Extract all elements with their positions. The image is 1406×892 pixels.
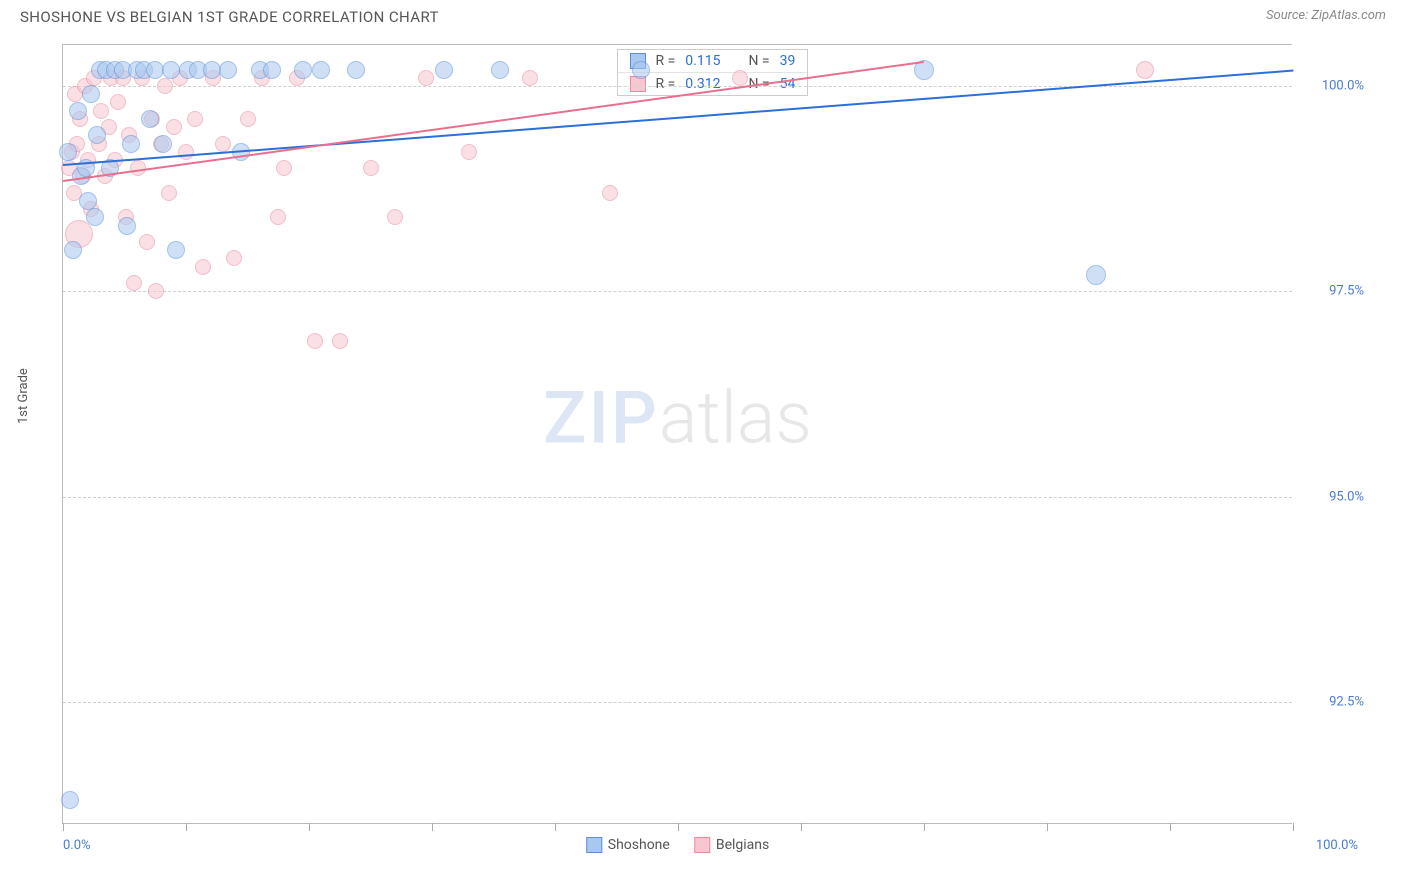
legend-label-belgians: Belgians — [716, 837, 769, 853]
x-tick — [678, 823, 679, 831]
legend-item-shoshone: Shoshone — [586, 837, 670, 853]
x-axis-min-label: 0.0% — [63, 838, 91, 853]
x-tick — [555, 823, 556, 831]
scatter-point — [161, 185, 177, 201]
scatter-point — [59, 143, 77, 161]
scatter-point — [110, 94, 126, 110]
legend-item-belgians: Belgians — [694, 837, 769, 853]
x-tick — [432, 823, 433, 831]
scatter-point — [162, 61, 180, 79]
scatter-point — [187, 111, 203, 127]
plot-area: ZIPatlas R =0.115N =39R =0.312N =54 Shos… — [62, 44, 1292, 824]
y-tick-label: 100.0% — [1300, 79, 1364, 94]
scatter-point — [307, 333, 323, 349]
scatter-point — [522, 70, 538, 86]
stats-r-label: R = — [656, 76, 676, 92]
scatter-point — [69, 102, 87, 120]
chart-wrap: 1st Grade ZIPatlas R =0.115N =39R =0.312… — [20, 36, 1386, 872]
scatter-point — [226, 250, 242, 266]
gridline-h — [63, 291, 1292, 292]
stats-r-label: R = — [656, 53, 676, 69]
scatter-point — [312, 61, 330, 79]
scatter-point — [491, 61, 509, 79]
watermark: ZIPatlas — [543, 376, 812, 461]
scatter-point — [148, 283, 164, 299]
legend-swatch-shoshone — [586, 837, 602, 853]
stats-n-label: N = — [748, 53, 769, 69]
scatter-point — [64, 241, 82, 259]
scatter-point — [363, 160, 379, 176]
scatter-point — [178, 144, 194, 160]
scatter-point — [219, 61, 237, 79]
chart-header: SHOSHONE VS BELGIAN 1ST GRADE CORRELATIO… — [0, 0, 1406, 30]
scatter-point — [157, 78, 173, 94]
gridline-h — [63, 86, 1292, 87]
scatter-point — [166, 119, 182, 135]
scatter-point — [154, 135, 172, 153]
watermark-part-a: ZIP — [543, 376, 659, 461]
x-tick — [1170, 823, 1171, 831]
x-tick — [924, 823, 925, 831]
x-tick — [309, 823, 310, 831]
scatter-point — [122, 135, 140, 153]
scatter-point — [86, 208, 104, 226]
scatter-point — [270, 209, 286, 225]
scatter-point — [276, 160, 292, 176]
scatter-point — [435, 61, 453, 79]
legend: Shoshone Belgians — [586, 837, 769, 853]
x-axis-max-label: 100.0% — [1316, 838, 1358, 853]
scatter-point — [347, 61, 365, 79]
stats-n-value: 39 — [780, 53, 796, 69]
scatter-point — [602, 185, 618, 201]
x-tick — [1293, 823, 1294, 831]
scatter-point — [294, 61, 312, 79]
scatter-point — [167, 241, 185, 259]
scatter-point — [461, 144, 477, 160]
y-tick-label: 97.5% — [1300, 284, 1364, 299]
scatter-point — [332, 333, 348, 349]
gridline-h — [63, 702, 1292, 703]
x-tick — [1047, 823, 1048, 831]
legend-swatch-belgians — [694, 837, 710, 853]
x-tick — [63, 823, 64, 831]
y-axis-label: 1st Grade — [16, 368, 31, 424]
y-tick-label: 95.0% — [1300, 489, 1364, 504]
scatter-point — [126, 275, 142, 291]
scatter-point — [418, 70, 434, 86]
scatter-point — [263, 61, 281, 79]
scatter-point — [82, 85, 100, 103]
gridline-h — [63, 497, 1292, 498]
legend-label-shoshone: Shoshone — [608, 837, 670, 853]
scatter-point — [118, 217, 136, 235]
scatter-point — [93, 103, 109, 119]
scatter-point — [732, 70, 748, 86]
scatter-point — [88, 126, 106, 144]
scatter-point — [79, 192, 97, 210]
scatter-point — [632, 61, 650, 79]
watermark-part-b: atlas — [659, 376, 812, 461]
chart-title: SHOSHONE VS BELGIAN 1ST GRADE CORRELATIO… — [20, 8, 439, 26]
scatter-point — [240, 111, 256, 127]
stats-r-value: 0.115 — [685, 53, 720, 69]
scatter-point — [141, 110, 159, 128]
chart-source: Source: ZipAtlas.com — [1266, 8, 1386, 23]
scatter-point — [195, 259, 211, 275]
scatter-point — [1086, 265, 1106, 285]
x-tick — [801, 823, 802, 831]
scatter-point — [387, 209, 403, 225]
scatter-point — [1136, 61, 1154, 79]
scatter-point — [61, 791, 79, 809]
y-tick-label: 92.5% — [1300, 694, 1364, 709]
scatter-point — [139, 234, 155, 250]
x-tick — [186, 823, 187, 831]
scatter-point — [215, 136, 231, 152]
